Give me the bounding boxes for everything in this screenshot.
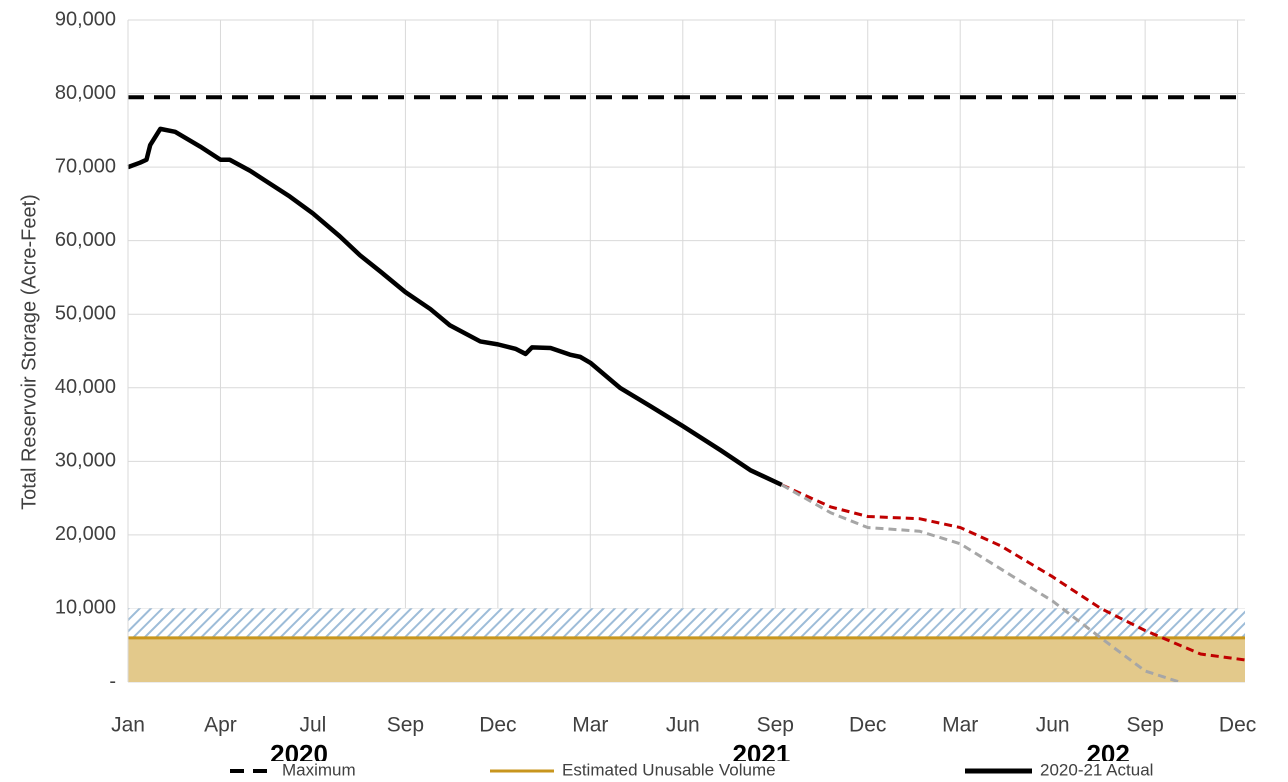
- actual-line: [127, 126, 783, 487]
- x-tick-label: Sep: [387, 714, 424, 737]
- y-tick-label: -: [109, 670, 116, 692]
- x-tick-label: Dec: [1219, 714, 1256, 737]
- x-tick-label: Jul: [300, 714, 327, 737]
- x-tick-label: Mar: [942, 714, 978, 737]
- y-axis-label: Total Reservoir Storage (Acre-Feet): [18, 194, 40, 510]
- legend-bg: [0, 761, 1288, 782]
- x-tick-label: Dec: [849, 714, 886, 737]
- x-tick-label: Jun: [666, 714, 700, 737]
- hatched-band: [128, 608, 1245, 638]
- projection-line: [781, 483, 1245, 662]
- legend-label: 2020-21 Actual: [1040, 760, 1153, 779]
- x-tick-label: Mar: [572, 714, 608, 737]
- x-tick-label: Apr: [204, 714, 237, 737]
- y-tick-label: 20,000: [55, 523, 116, 545]
- y-tick-label: 70,000: [55, 155, 116, 177]
- y-tick-label: 40,000: [55, 376, 116, 398]
- y-tick-label: 30,000: [55, 450, 116, 472]
- y-tick-label: 10,000: [55, 597, 116, 619]
- x-tick-label: Sep: [1126, 714, 1163, 737]
- y-tick-label: 50,000: [55, 303, 116, 325]
- legend-label: Estimated Unusable Volume: [562, 760, 776, 779]
- x-tick-label: Sep: [757, 714, 794, 737]
- y-tick-label: 90,000: [55, 8, 116, 30]
- legend-label: Maximum: [282, 760, 356, 779]
- y-tick-label: 80,000: [55, 82, 116, 104]
- x-tick-label: Dec: [479, 714, 516, 737]
- x-tick-label: Jun: [1036, 714, 1070, 737]
- unusable-fill: [128, 637, 1245, 682]
- y-tick-label: 60,000: [55, 229, 116, 251]
- x-tick-label: Jan: [111, 714, 145, 737]
